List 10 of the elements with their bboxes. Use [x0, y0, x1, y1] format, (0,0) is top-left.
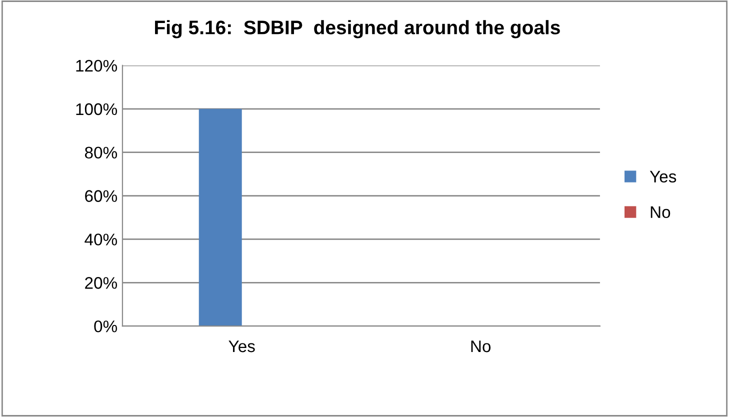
- y-tick-label: 120%: [76, 60, 118, 72]
- y-tick-label: 0%: [94, 320, 118, 332]
- y-tick-label: 100%: [76, 103, 118, 116]
- chart-title: Fig 5.16: SDBIP designed around the goals: [155, 20, 560, 38]
- legend-label: Yes: [650, 170, 676, 182]
- y-tick-label: 80%: [84, 146, 118, 159]
- y-tick-label: 40%: [84, 234, 118, 246]
- y-tick-label: 60%: [85, 190, 118, 202]
- y-tick-label: 20%: [85, 277, 118, 289]
- legend-label: No: [650, 206, 670, 218]
